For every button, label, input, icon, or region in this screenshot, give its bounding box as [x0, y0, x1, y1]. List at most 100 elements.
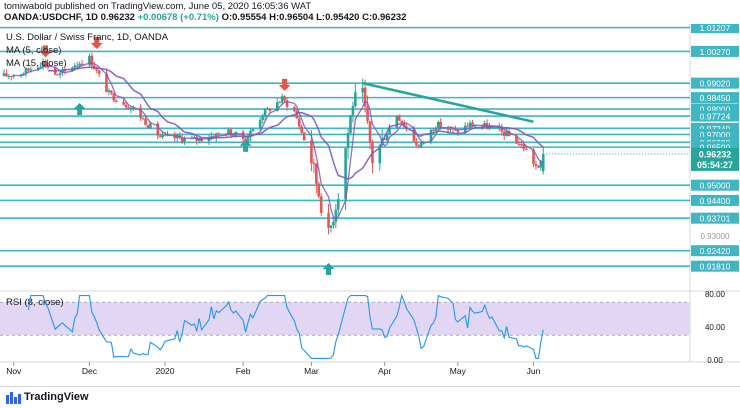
tradingview-logo-icon	[6, 392, 21, 404]
candle-body	[112, 93, 116, 101]
candle-body	[432, 129, 435, 131]
candle-body	[507, 131, 511, 137]
candle-body	[107, 90, 111, 93]
candle-body	[537, 165, 540, 168]
open-value: O:0.95554	[221, 12, 267, 23]
arrow-shaft	[42, 45, 48, 52]
candle-body	[280, 96, 284, 103]
rsi-line	[27, 293, 544, 359]
candle-body	[354, 92, 357, 107]
candle-body	[124, 104, 128, 108]
candle-body	[524, 148, 528, 150]
candle-body	[217, 133, 221, 135]
arrow-head	[278, 84, 291, 91]
level-price-label: 0.98450	[700, 93, 731, 103]
candle-body	[522, 144, 526, 149]
arrow-down-icon	[90, 37, 103, 50]
candle-body	[302, 132, 306, 141]
candle-body	[22, 73, 25, 75]
level-price-label: 0.91810	[700, 262, 731, 272]
candle-body	[114, 100, 118, 102]
candle-body	[351, 106, 355, 116]
x-tick-label: Jun	[527, 366, 541, 376]
footer-bar: TradingView	[0, 386, 740, 408]
ma15-line	[47, 66, 544, 180]
candle-body	[46, 66, 50, 68]
candle-body	[200, 138, 203, 142]
x-tick-label: Mar	[304, 366, 319, 376]
arrow-head	[90, 43, 103, 50]
candle-body	[363, 87, 367, 107]
candle-body	[317, 183, 321, 197]
candle-body	[75, 65, 79, 67]
candle-body	[315, 163, 318, 184]
arrow-head	[322, 262, 335, 269]
candle-body	[471, 122, 474, 127]
level-price-label: 1.01207	[700, 24, 731, 33]
candle-body	[378, 145, 382, 164]
candle-body	[19, 74, 23, 76]
candle-body	[158, 135, 162, 138]
candle-body	[95, 69, 99, 71]
level-price-label: 0.97000	[700, 130, 731, 140]
candle-body	[466, 125, 469, 127]
candle-body	[415, 141, 418, 146]
candle-body	[36, 67, 40, 70]
candle-body	[229, 129, 233, 136]
candle-body	[454, 129, 457, 131]
candle-body	[175, 135, 179, 139]
arrow-up-icon	[239, 139, 252, 152]
arrow-head	[73, 103, 86, 110]
candle-body	[417, 145, 421, 147]
high-value: H:0.96504	[269, 12, 314, 23]
trendline	[362, 81, 534, 123]
candle-body	[395, 115, 399, 128]
level-price-box	[691, 77, 739, 89]
price-chart[interactable]: U.S. Dollar / Swiss Franc, 1D, OANDA MA (…	[0, 24, 740, 386]
candle-body	[473, 125, 477, 127]
candle-body	[122, 101, 125, 105]
candle-body	[149, 123, 152, 128]
arrow-shaft	[282, 78, 288, 85]
candle-body	[502, 131, 506, 136]
arrow-down-icon	[278, 78, 291, 91]
candle-body	[232, 135, 235, 137]
arrow-down-icon	[39, 45, 52, 58]
rsi-tick-label: 0.00	[707, 356, 723, 365]
candle-body	[275, 102, 279, 111]
publish-info: tomiwabold published on TradingView.com,…	[4, 1, 312, 12]
x-tick-label: 2020	[156, 366, 175, 376]
candle-body	[266, 108, 269, 110]
arrow-head	[39, 51, 52, 58]
candle-body	[285, 100, 289, 107]
candle-body	[468, 122, 472, 127]
candle-body	[139, 107, 142, 119]
candle-body	[56, 74, 59, 76]
low-value: L:0.95420	[316, 12, 360, 23]
rsi-tick-label: 40.00	[705, 323, 726, 332]
x-tick-label: May	[450, 366, 467, 376]
current-price-label: 0.96232	[699, 149, 732, 159]
level-price-box	[691, 45, 739, 57]
arrow-up-icon	[73, 103, 86, 116]
candle-body	[90, 55, 94, 66]
x-tick-label: Apr	[378, 366, 391, 376]
chart-title: U.S. Dollar / Swiss Franc, 1D, OANDA	[6, 32, 169, 43]
arrow-shaft	[243, 145, 249, 152]
level-price-box	[691, 141, 739, 153]
candle-body	[156, 123, 160, 136]
level-price-box	[691, 194, 739, 206]
level-price-box	[691, 260, 739, 272]
candle-body	[397, 115, 401, 121]
candle-body	[368, 121, 372, 143]
candle-body	[283, 96, 286, 101]
level-price-box	[691, 122, 739, 134]
candle-body	[500, 127, 504, 132]
candle-body	[261, 116, 264, 121]
candle-body	[146, 125, 150, 128]
x-tick-label: Dec	[82, 366, 98, 376]
level-price-label: 0.99020	[700, 79, 731, 89]
countdown-label: 05:54:27	[697, 160, 733, 170]
candle-body	[295, 111, 299, 119]
candle-body	[41, 61, 45, 67]
